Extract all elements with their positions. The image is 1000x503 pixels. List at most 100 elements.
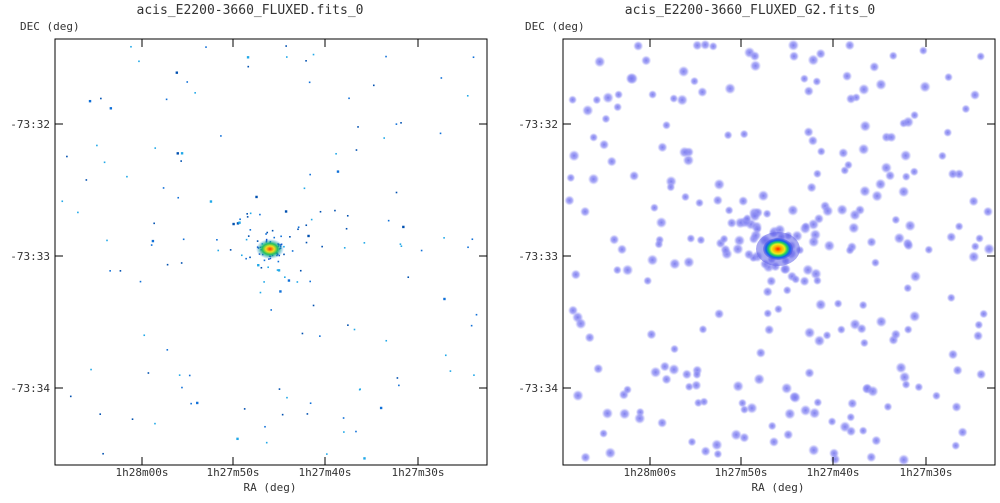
event-dot [232, 222, 235, 226]
smoothed-dot [976, 369, 987, 380]
smoothed-dot [654, 239, 664, 249]
smoothed-dot [807, 54, 819, 66]
smoothed-dot [659, 361, 670, 372]
smoothed-dot [599, 428, 609, 438]
event-dot [400, 122, 402, 124]
event-dot [229, 249, 232, 251]
smoothed-dot [869, 61, 880, 72]
event-dot [355, 430, 357, 433]
smoothed-dot [903, 325, 913, 335]
event-dot [138, 60, 140, 63]
smoothed-dot [803, 126, 814, 138]
smoothed-dot [951, 441, 961, 451]
event-dot [312, 53, 315, 56]
event-dot [387, 219, 390, 222]
smoothed-dot [849, 209, 861, 221]
event-dot [440, 77, 443, 79]
event-dot [106, 239, 108, 242]
smoothed-dot [700, 39, 711, 50]
smoothed-dot [713, 178, 725, 191]
smoothed-dot [943, 128, 953, 138]
smoothed-dot [749, 210, 761, 222]
smoothed-dot [946, 231, 957, 243]
event-dot [273, 236, 276, 239]
smoothed-dot [883, 402, 893, 412]
event-dot [260, 266, 263, 269]
event-dot [246, 56, 250, 59]
smoothed-dot [799, 404, 812, 417]
event-dot [180, 152, 184, 155]
smoothed-dot [908, 310, 921, 323]
right-x-tick-label: 1h27m40s [807, 466, 860, 479]
event-dot [395, 191, 398, 194]
smoothed-dot [937, 151, 947, 161]
smoothed-dot [856, 323, 867, 334]
event-dot [283, 253, 285, 256]
event-dot [305, 241, 308, 244]
smoothed-dot [813, 335, 826, 347]
smoothed-dot [944, 72, 954, 82]
smoothed-dot [684, 382, 694, 392]
event-dot [143, 334, 146, 337]
smoothed-dot [803, 86, 814, 97]
smoothed-dot [643, 276, 653, 286]
event-dot [276, 269, 279, 271]
left-x-tick-label: 1h27m30s [392, 466, 445, 479]
smoothed-dot [568, 150, 580, 162]
event-dot [466, 94, 469, 97]
smoothed-dot [601, 407, 614, 420]
event-dot [77, 211, 79, 214]
event-dot [287, 279, 291, 282]
smoothed-dot [813, 397, 823, 407]
smoothed-dot [657, 142, 668, 153]
right-source-blob [763, 238, 793, 260]
event-dot [473, 374, 475, 376]
event-dot [326, 453, 328, 455]
event-dot [296, 281, 299, 283]
smoothed-dot [816, 146, 826, 156]
event-dot [297, 226, 300, 229]
event-dot [243, 408, 246, 410]
left-source-blob [256, 239, 284, 259]
smoothed-dot [838, 147, 849, 159]
smoothed-dot [668, 363, 680, 376]
smoothed-dot [649, 366, 662, 378]
smoothed-dot [613, 102, 623, 112]
smoothed-dot [848, 222, 860, 234]
smoothed-dot [822, 330, 832, 340]
smoothed-dot [823, 240, 836, 252]
smoothed-dot [875, 315, 887, 328]
right-y-tick-label: -73:32 [518, 118, 558, 131]
smoothed-dot [579, 206, 591, 217]
left-x-axis-label: RA (deg) [244, 481, 297, 494]
event-dot [299, 269, 302, 272]
event-dot [176, 152, 179, 155]
smoothed-dot [616, 244, 628, 255]
smoothed-dot [766, 276, 777, 287]
smoothed-dot [773, 304, 783, 314]
event-dot [321, 245, 323, 248]
event-dot [85, 179, 88, 181]
event-dot [263, 259, 266, 262]
left-y-tick-label: -73:32 [10, 118, 50, 131]
event-dot [182, 238, 185, 241]
smoothed-dot [983, 243, 995, 255]
event-dot [266, 231, 269, 234]
event-dot [444, 354, 447, 357]
event-dot [283, 245, 285, 248]
smoothed-dot [858, 426, 868, 436]
smoothed-dot [974, 320, 984, 330]
smoothed-dot [768, 436, 780, 447]
smoothed-dot [746, 402, 758, 414]
event-dot [439, 132, 442, 135]
smoothed-dot [691, 380, 702, 391]
smoothed-dot [713, 449, 723, 459]
smoothed-dot [783, 429, 794, 440]
right-smoothed-dots [564, 39, 995, 466]
smoothed-dot [698, 324, 708, 334]
event-dot [188, 374, 191, 377]
smoothed-dot [755, 347, 766, 358]
smoothed-dot [909, 167, 919, 177]
smoothed-dot [782, 285, 792, 295]
smoothed-dot [726, 217, 737, 229]
